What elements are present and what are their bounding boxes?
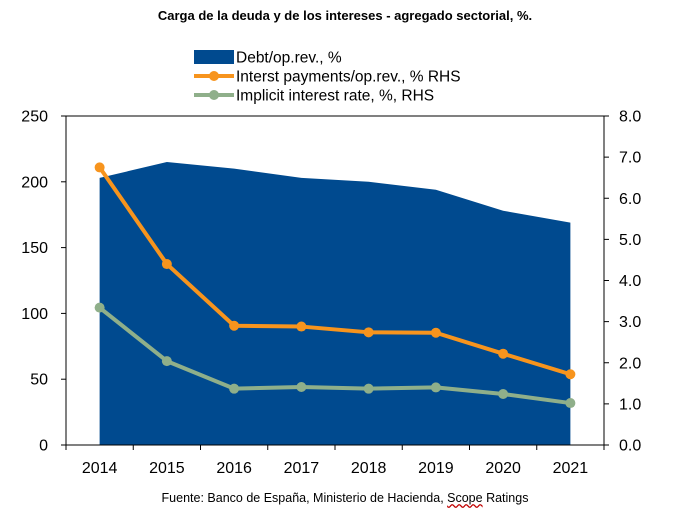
data-point <box>229 320 240 331</box>
x-axis-tick-label: 2017 <box>284 460 320 477</box>
data-point <box>430 327 441 338</box>
x-axis-tick-label: 2021 <box>553 460 589 477</box>
series-area-debt <box>99 162 571 445</box>
plot-area: 0 50 100 150 200 250 0.0 1.0 2.0 3.0 4.0 5.0 6.0 7.0 8… <box>21 109 641 478</box>
data-point <box>296 321 307 332</box>
legend-label: Interst payments/op.rev., % RHS <box>236 69 461 86</box>
data-point <box>94 302 105 313</box>
source-note: Fuente: Banco de España, Ministerio de H… <box>0 491 690 505</box>
legend-swatch-area <box>194 50 234 64</box>
data-point <box>94 162 105 173</box>
source-prefix: Fuente: Banco de España, Ministerio de H… <box>161 491 448 505</box>
source-underlined: Scope <box>447 491 483 505</box>
left-axis-tick-label: 0 <box>39 438 48 455</box>
x-axis-tick-label: 2018 <box>351 460 387 477</box>
left-axis-tick-label: 200 <box>21 174 48 191</box>
legend-label: Debt/op.rev., % <box>236 50 342 67</box>
data-point <box>296 382 307 393</box>
right-axis-tick-label: 3.0 <box>619 314 641 331</box>
x-axis-tick-label: 2015 <box>149 460 185 477</box>
x-axis-tick-label: 2020 <box>485 460 521 477</box>
data-point <box>363 383 374 394</box>
series-line-implicit-rate <box>97 305 573 406</box>
right-axis-tick-label: 1.0 <box>619 396 641 413</box>
right-axis-tick-label: 0.0 <box>619 438 641 455</box>
left-axis-tick-label: 100 <box>21 306 48 323</box>
right-axis-tick-label: 7.0 <box>619 150 641 167</box>
left-axis-tick-label: 250 <box>21 109 48 126</box>
chart-title: Carga de la deuda y de los intereses - a… <box>157 8 533 23</box>
right-axis-tick-label: 6.0 <box>619 191 641 208</box>
right-axis-tick-label: 2.0 <box>619 355 641 372</box>
data-point <box>161 356 172 367</box>
right-axis-tick-label: 8.0 <box>619 109 641 126</box>
data-point <box>363 327 374 338</box>
data-point <box>161 259 172 270</box>
x-axis-tick-label: 2016 <box>216 460 252 477</box>
data-point <box>565 369 576 380</box>
left-axis-tick-label: 50 <box>30 372 48 389</box>
right-axis-tick-label: 4.0 <box>619 273 641 290</box>
source-suffix: Ratings <box>482 491 529 505</box>
legend: Debt/op.rev., % Interst payments/op.rev.,… <box>194 50 461 105</box>
data-point <box>565 398 576 409</box>
data-point <box>498 389 509 400</box>
legend-swatch-marker <box>209 71 219 81</box>
data-point <box>229 383 240 394</box>
x-axis-tick-label: 2014 <box>82 460 118 477</box>
right-axis-tick-label: 5.0 <box>619 232 641 249</box>
data-point <box>498 348 509 359</box>
series-line-interest-payments <box>97 165 573 377</box>
x-axis-tick-label: 2019 <box>418 460 454 477</box>
legend-swatch-marker <box>209 90 219 100</box>
data-point <box>430 382 441 393</box>
left-axis-tick-label: 150 <box>21 240 48 257</box>
legend-label: Implicit interest rate, %, RHS <box>236 88 434 105</box>
